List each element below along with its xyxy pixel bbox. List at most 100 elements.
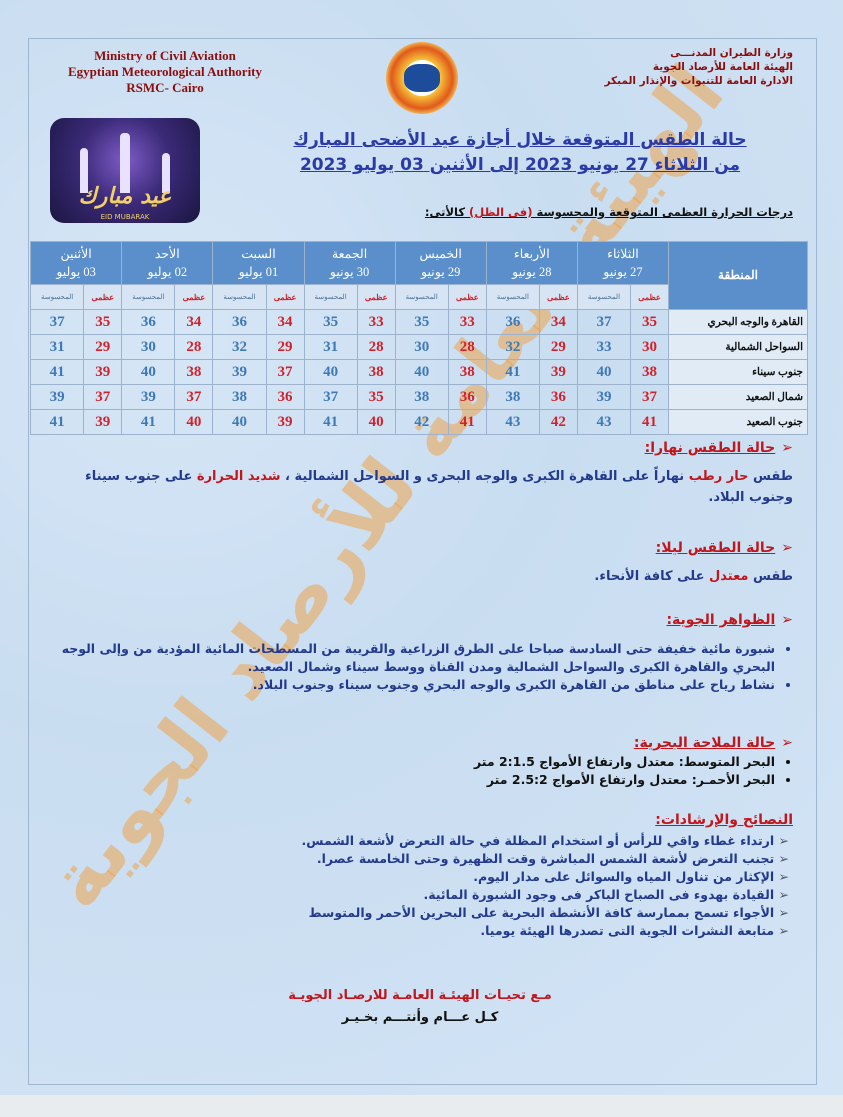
max-temp: 39: [265, 409, 305, 435]
day-header: السبت 01 يوليو: [212, 241, 305, 285]
region-name: جنوب الصعيد: [668, 409, 808, 435]
page-title: حالة الطقس المتوقعة خلال أجازة عيد الأضح…: [230, 128, 810, 178]
max-temp: 36: [447, 384, 487, 410]
feels-like-temp: 30: [394, 334, 449, 360]
feels-like-temp: 41: [121, 409, 176, 435]
max-temp: 38: [174, 359, 214, 385]
max-temp: 35: [356, 384, 396, 410]
table-label: درجات الحرارة العظمى المتوقعة والمحسوسة …: [425, 205, 793, 219]
feels-like-temp: 39: [576, 384, 632, 410]
max-temp: 40: [356, 409, 396, 435]
authority-en: Egyptian Meteorological Authority: [67, 64, 263, 79]
advice-item: الإكثار من تناول المياه والسوائل على مدا…: [53, 868, 789, 886]
max-temp: 29: [265, 334, 305, 360]
max-temp: 33: [356, 309, 396, 335]
day-name: الأثنين: [60, 247, 92, 261]
feel-label: المحسوسة: [212, 284, 267, 310]
feels-like-temp: 40: [303, 359, 358, 385]
feels-like-temp: 30: [121, 334, 176, 360]
day-header: الأثنين 03 يوليو: [29, 241, 123, 285]
max-label: عظمى: [356, 284, 396, 310]
footer: مـع تحيـات الهيئـة العامـة للارصـاد الجو…: [230, 985, 610, 1029]
table-row: جنوب الصعيد 41 43 42 43 41 42 40 41 39 40 40 41 39 41: [29, 409, 808, 435]
feels-like-temp: 38: [485, 384, 540, 410]
max-label: عظمى: [447, 284, 487, 310]
table-row: جنوب سيناء 38 40 39 41 38 40 38 40 37 39 38 40 39 41: [29, 359, 808, 385]
feel-label: المحسوسة: [121, 284, 176, 310]
footer-wishes: كـل عـــام وأنتـــم بخـيـر: [341, 1010, 499, 1025]
table-label-b: (فى الظل): [469, 205, 533, 219]
max-label: عظمى: [538, 284, 578, 310]
max-temp: 40: [174, 409, 214, 435]
feels-like-temp: 38: [394, 384, 449, 410]
ministry-ar: وزارة الطيران المدنـــى: [670, 47, 793, 59]
feels-like-temp: 36: [121, 309, 176, 335]
day-date: 03 يوليو: [56, 265, 96, 279]
day-date: 29 يونيو: [421, 265, 461, 279]
max-temp: 38: [447, 359, 487, 385]
ema-logo-icon: [386, 42, 458, 114]
max-temp: 33: [447, 309, 487, 335]
marine-item: البحر المتوسط: معتدل وارتفاع الأمواج 2:1…: [53, 753, 775, 771]
table-row: السواحل الشمالية 30 33 29 32 28 30 28 31 29 32 28 30…: [29, 334, 808, 360]
max-temp: 37: [83, 384, 123, 410]
max-temp: 30: [630, 334, 669, 360]
feels-like-temp: 37: [576, 309, 632, 335]
phenomena-section: ➢الظواهر الجوية: شبورة مائية خفيفة حتى ا…: [53, 612, 793, 694]
feels-like-temp: 40: [212, 409, 267, 435]
phenomena-item: شبورة مائية خفيفة حتى السادسة صباحا على …: [53, 640, 775, 676]
max-label: عظمى: [265, 284, 305, 310]
advice-item: متابعة النشرات الجوية التى تصدرها الهيئة…: [53, 922, 789, 940]
table-row: القاهرة والوجه البحري 35 37 34 36 33 35 33 35 34 3…: [29, 309, 808, 335]
day-name: الثلاثاء: [607, 247, 639, 261]
max-temp: 36: [265, 384, 305, 410]
feels-like-temp: 31: [29, 334, 85, 360]
marine-section: ➢حالة الملاحة البحرية: البحر المتوسط: مع…: [53, 735, 793, 789]
feel-label: المحسوسة: [485, 284, 540, 310]
feels-like-temp: 32: [485, 334, 540, 360]
feels-like-temp: 39: [29, 384, 85, 410]
page-frame: [28, 38, 817, 1085]
max-temp: 35: [630, 309, 669, 335]
region-name: شمال الصعيد: [668, 384, 808, 410]
temperature-table: المنطقة الثلاثاء 27 يونيو الأربعاء 28 يونيو ا…: [29, 241, 808, 435]
max-temp: 41: [630, 409, 669, 435]
authority-ar: الهيئة العامة للأرصاد الجوية: [652, 61, 793, 73]
max-temp: 28: [447, 334, 487, 360]
department-ar: الادارة العامة للتنبوات والإنذار المبكر: [604, 75, 793, 87]
max-temp: 35: [83, 309, 123, 335]
day-name: الأحد: [154, 247, 180, 261]
max-temp: 37: [265, 359, 305, 385]
max-temp: 34: [174, 309, 214, 335]
feels-like-temp: 32: [212, 334, 267, 360]
feels-like-temp: 36: [485, 309, 540, 335]
day-header: الثلاثاء 27 يونيو: [576, 241, 670, 285]
max-temp: 34: [538, 309, 578, 335]
feels-like-temp: 41: [303, 409, 358, 435]
arabic-header: وزارة الطيران المدنـــى الهيئة العامة لل…: [543, 46, 793, 88]
night-weather-title: حالة الطقس ليلا:: [655, 540, 776, 556]
day-header: الأحد 02 يوليو: [121, 241, 214, 285]
max-temp: 29: [83, 334, 123, 360]
region-name: القاهرة والوجه البحري: [668, 309, 808, 335]
feels-like-temp: 33: [576, 334, 632, 360]
feel-label: المحسوسة: [29, 284, 85, 310]
feels-like-temp: 42: [394, 409, 449, 435]
table-row: شمال الصعيد 37 39 36 38 36 38 35 37 36 38 37 39 37 39: [29, 384, 808, 410]
max-temp: 37: [630, 384, 669, 410]
advice-item: القيادة بهدوء فى الصباح الباكر فى وجود ا…: [53, 886, 789, 904]
night-weather-text: طقس معتدل على كافة الأنحاء.: [594, 569, 793, 584]
footer-greeting: مـع تحيـات الهيئـة العامـة للارصـاد الجو…: [288, 988, 552, 1003]
advice-item: تجنب التعرض لأشعة الشمس المباشرة وقت الظ…: [53, 850, 789, 868]
feel-label: المحسوسة: [303, 284, 358, 310]
max-temp: 38: [630, 359, 669, 385]
table-label-c: كالأتى:: [424, 205, 470, 219]
phenomena-title: الظواهر الجوية:: [666, 612, 776, 628]
region-name: السواحل الشمالية: [668, 334, 808, 360]
feels-like-temp: 37: [303, 384, 358, 410]
feels-like-temp: 41: [29, 409, 85, 435]
max-temp: 36: [538, 384, 578, 410]
ministry-en: Ministry of Civil Aviation: [94, 48, 236, 63]
feels-like-temp: 40: [121, 359, 176, 385]
day-name: الأربعاء: [513, 247, 550, 261]
